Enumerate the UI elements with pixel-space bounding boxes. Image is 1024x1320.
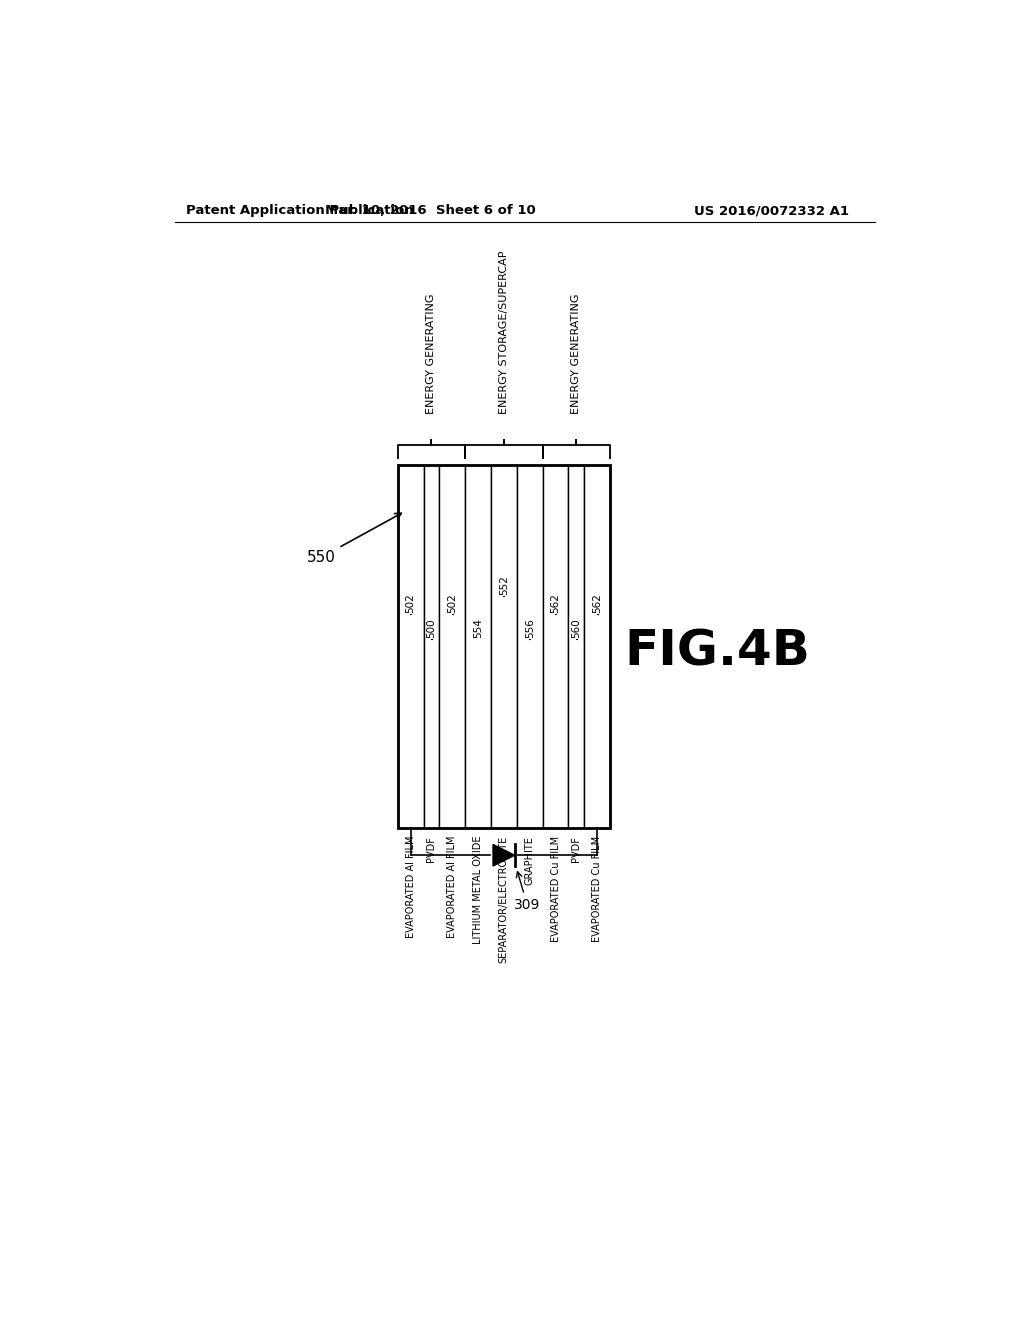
Text: LITHIUM METAL OXIDE: LITHIUM METAL OXIDE xyxy=(473,836,483,945)
Text: 552: 552 xyxy=(499,574,509,595)
Text: ENERGY GENERATING: ENERGY GENERATING xyxy=(571,293,582,414)
Text: FIG.4B: FIG.4B xyxy=(624,627,810,676)
Bar xyxy=(465,465,490,829)
Bar xyxy=(490,465,517,829)
Text: PVDF: PVDF xyxy=(426,836,436,862)
Bar xyxy=(517,465,543,829)
Text: SEPARATOR/ELECTROLYTE: SEPARATOR/ELECTROLYTE xyxy=(499,836,509,964)
Text: 550: 550 xyxy=(307,513,401,565)
Text: 562: 562 xyxy=(592,593,602,612)
Bar xyxy=(397,465,610,829)
Text: GRAPHITE: GRAPHITE xyxy=(524,836,535,884)
Text: PVDF: PVDF xyxy=(571,836,582,862)
Bar xyxy=(439,465,465,829)
Text: 556: 556 xyxy=(524,619,535,639)
Text: ENERGY GENERATING: ENERGY GENERATING xyxy=(426,293,436,414)
Polygon shape xyxy=(493,845,515,866)
Text: 502: 502 xyxy=(447,593,458,612)
Text: EVAPORATED Cu FILM: EVAPORATED Cu FILM xyxy=(551,836,560,942)
Bar xyxy=(543,465,568,829)
Bar xyxy=(585,465,610,829)
Text: 502: 502 xyxy=(406,593,416,612)
Bar xyxy=(424,465,439,829)
Text: EVAPORATED Al FILM: EVAPORATED Al FILM xyxy=(447,836,458,939)
Text: EVAPORATED Cu FILM: EVAPORATED Cu FILM xyxy=(592,836,602,942)
Text: 560: 560 xyxy=(571,619,582,639)
Text: 562: 562 xyxy=(551,593,560,612)
Text: 309: 309 xyxy=(514,871,541,912)
Text: Mar. 10, 2016  Sheet 6 of 10: Mar. 10, 2016 Sheet 6 of 10 xyxy=(325,205,536,218)
Bar xyxy=(568,465,585,829)
Text: 554: 554 xyxy=(473,619,483,639)
Bar xyxy=(397,465,424,829)
Text: US 2016/0072332 A1: US 2016/0072332 A1 xyxy=(693,205,849,218)
Text: 500: 500 xyxy=(426,619,436,639)
Text: ENERGY STORAGE/SUPERCAP: ENERGY STORAGE/SUPERCAP xyxy=(499,251,509,414)
Text: Patent Application Publication: Patent Application Publication xyxy=(186,205,414,218)
Text: EVAPORATED Al FILM: EVAPORATED Al FILM xyxy=(406,836,416,939)
